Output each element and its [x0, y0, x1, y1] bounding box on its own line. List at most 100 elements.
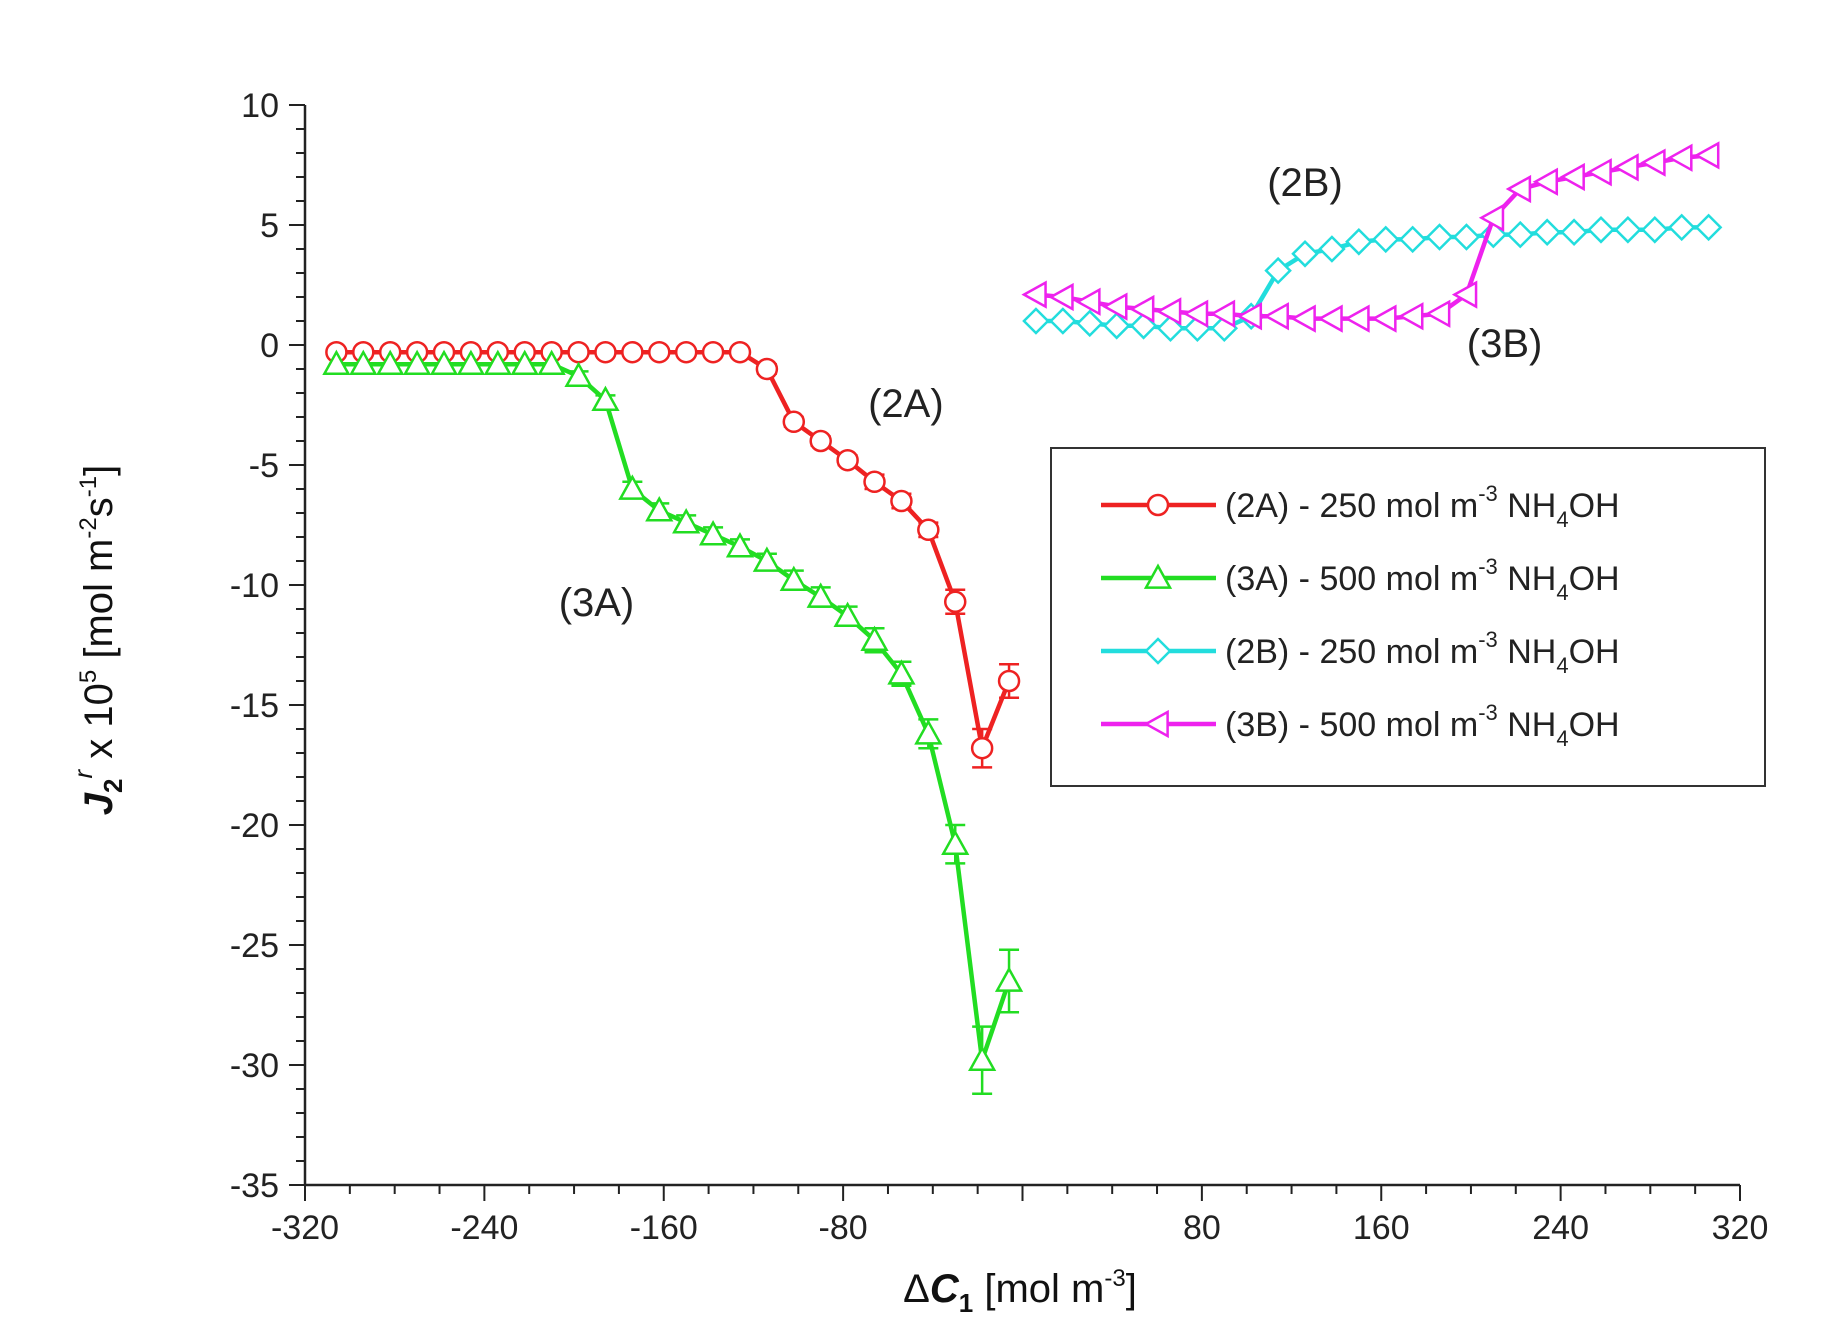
data-point	[567, 340, 590, 364]
x-axis-title-sub: 1	[959, 1288, 973, 1318]
data-point	[1318, 235, 1346, 263]
data-point	[564, 361, 593, 388]
data-point	[1209, 299, 1236, 328]
y-axis-title-unit-sup1: -2	[75, 517, 102, 538]
legend-label-part: 4	[1556, 653, 1568, 678]
legend-entry: (2A) - 250 mol m-3 NH4OH	[1101, 481, 1620, 532]
data-point	[728, 340, 752, 364]
data-point	[1667, 143, 1693, 172]
x-axis-title-prefix: Δ	[903, 1267, 930, 1311]
data-point	[1075, 309, 1104, 338]
legend-label-part: 4	[1556, 726, 1568, 751]
data-point	[968, 1045, 997, 1072]
data-point	[1425, 223, 1454, 251]
data-point	[1532, 167, 1559, 196]
data-point	[349, 349, 378, 376]
x-axis-title-var: C	[930, 1267, 960, 1311]
y-axis-title-unit: [mol m	[77, 539, 121, 670]
series-layer	[322, 141, 1723, 1096]
data-point	[1102, 292, 1128, 321]
data-point	[1667, 213, 1696, 242]
data-point	[860, 625, 889, 652]
data-point	[1290, 304, 1316, 333]
legend-label-part: NH	[1498, 633, 1557, 671]
legend-label-part: (2B) - 250 mol m	[1225, 633, 1478, 671]
data-point	[1424, 299, 1451, 328]
data-point	[1075, 287, 1101, 316]
y-tick-label: 5	[260, 207, 279, 245]
y-tick-label: -35	[230, 1167, 279, 1205]
data-point	[1398, 225, 1427, 254]
legend-entry: (2B) - 250 mol m-3 NH4OH	[1101, 627, 1620, 678]
legend-label-part: (3B) - 500 mol m	[1225, 706, 1478, 744]
data-point	[941, 829, 970, 856]
data-point	[836, 448, 859, 472]
data-point	[456, 349, 486, 376]
x-axis-title-unit: [mol m	[973, 1267, 1104, 1311]
annotation-label: (2B)	[1267, 161, 1343, 205]
data-point	[1264, 256, 1292, 285]
legend: (2A) - 250 mol m-3 NH4OH (3A) - 500 mol m…	[1050, 447, 1766, 787]
data-point	[1586, 158, 1612, 187]
x-axis-title: ΔC1 [mol m-3]	[903, 1265, 1137, 1318]
x-tick-label: 320	[1712, 1209, 1769, 1247]
legend-marker	[1143, 563, 1173, 589]
data-point	[917, 518, 940, 542]
data-point	[429, 349, 459, 376]
y-axis-title-exp: 5	[75, 670, 102, 683]
legend-label-part: NH	[1498, 706, 1557, 744]
legend-label-part: 4	[1556, 507, 1568, 532]
data-point	[591, 385, 620, 412]
data-point	[621, 340, 644, 364]
y-axis-title: J2r x 105 [mol m-2s-1]	[68, 465, 128, 815]
data-point	[1182, 299, 1209, 328]
x-tick-label: -240	[450, 1209, 518, 1247]
data-point	[863, 470, 886, 494]
data-point	[1049, 307, 1077, 335]
legend-label-part: -3	[1478, 554, 1498, 579]
annotation-label: (3B)	[1467, 322, 1543, 366]
series-3a	[322, 349, 1024, 1096]
data-point	[1613, 153, 1639, 182]
data-point	[725, 532, 755, 558]
legend-label: (3A) - 500 mol m-3 NH4OH	[1225, 554, 1620, 605]
axes: -320 -240 -160 -80 80 160 240 320-35-30-25-20-1…	[230, 87, 1769, 1247]
series-2b	[1022, 213, 1723, 342]
annotation-label: (2A)	[868, 382, 944, 426]
legend-label-part: OH	[1569, 487, 1620, 525]
data-point	[510, 349, 539, 376]
data-point	[755, 357, 779, 381]
data-point	[701, 340, 725, 364]
data-point	[376, 349, 405, 376]
data-point	[1533, 218, 1561, 246]
x-tick-label: -320	[271, 1209, 339, 1247]
x-tick-label: 240	[1532, 1209, 1589, 1247]
legend-label-part: -3	[1478, 627, 1498, 652]
y-tick-label: -25	[230, 927, 279, 965]
data-point	[537, 349, 566, 376]
x-axis-title-unit-sup: -3	[1104, 1265, 1125, 1292]
legend-label-part: 4	[1556, 580, 1568, 605]
data-point	[674, 340, 698, 364]
x-axis-title-unit-close: ]	[1126, 1267, 1137, 1311]
legend-label-part: -3	[1478, 481, 1498, 506]
legend-label-part: NH	[1498, 487, 1557, 525]
data-point	[1345, 228, 1373, 256]
data-point	[672, 508, 701, 534]
data-point	[1694, 213, 1723, 242]
x-tick-label: -80	[819, 1209, 868, 1247]
legend-marker	[1143, 709, 1169, 739]
data-point	[1102, 312, 1131, 340]
data-point	[1371, 225, 1400, 254]
data-point	[997, 669, 1021, 693]
data-point	[1371, 304, 1397, 333]
data-point	[970, 736, 994, 760]
legend-entry: (3A) - 500 mol m-3 NH4OH	[1101, 554, 1620, 605]
y-tick-label: -20	[230, 807, 279, 845]
data-point	[1263, 302, 1289, 331]
y-axis-title-sup: r	[68, 768, 98, 778]
data-point	[809, 429, 832, 453]
data-point	[1640, 148, 1666, 177]
legend-label: (2A) - 250 mol m-3 NH4OH	[1225, 481, 1620, 532]
